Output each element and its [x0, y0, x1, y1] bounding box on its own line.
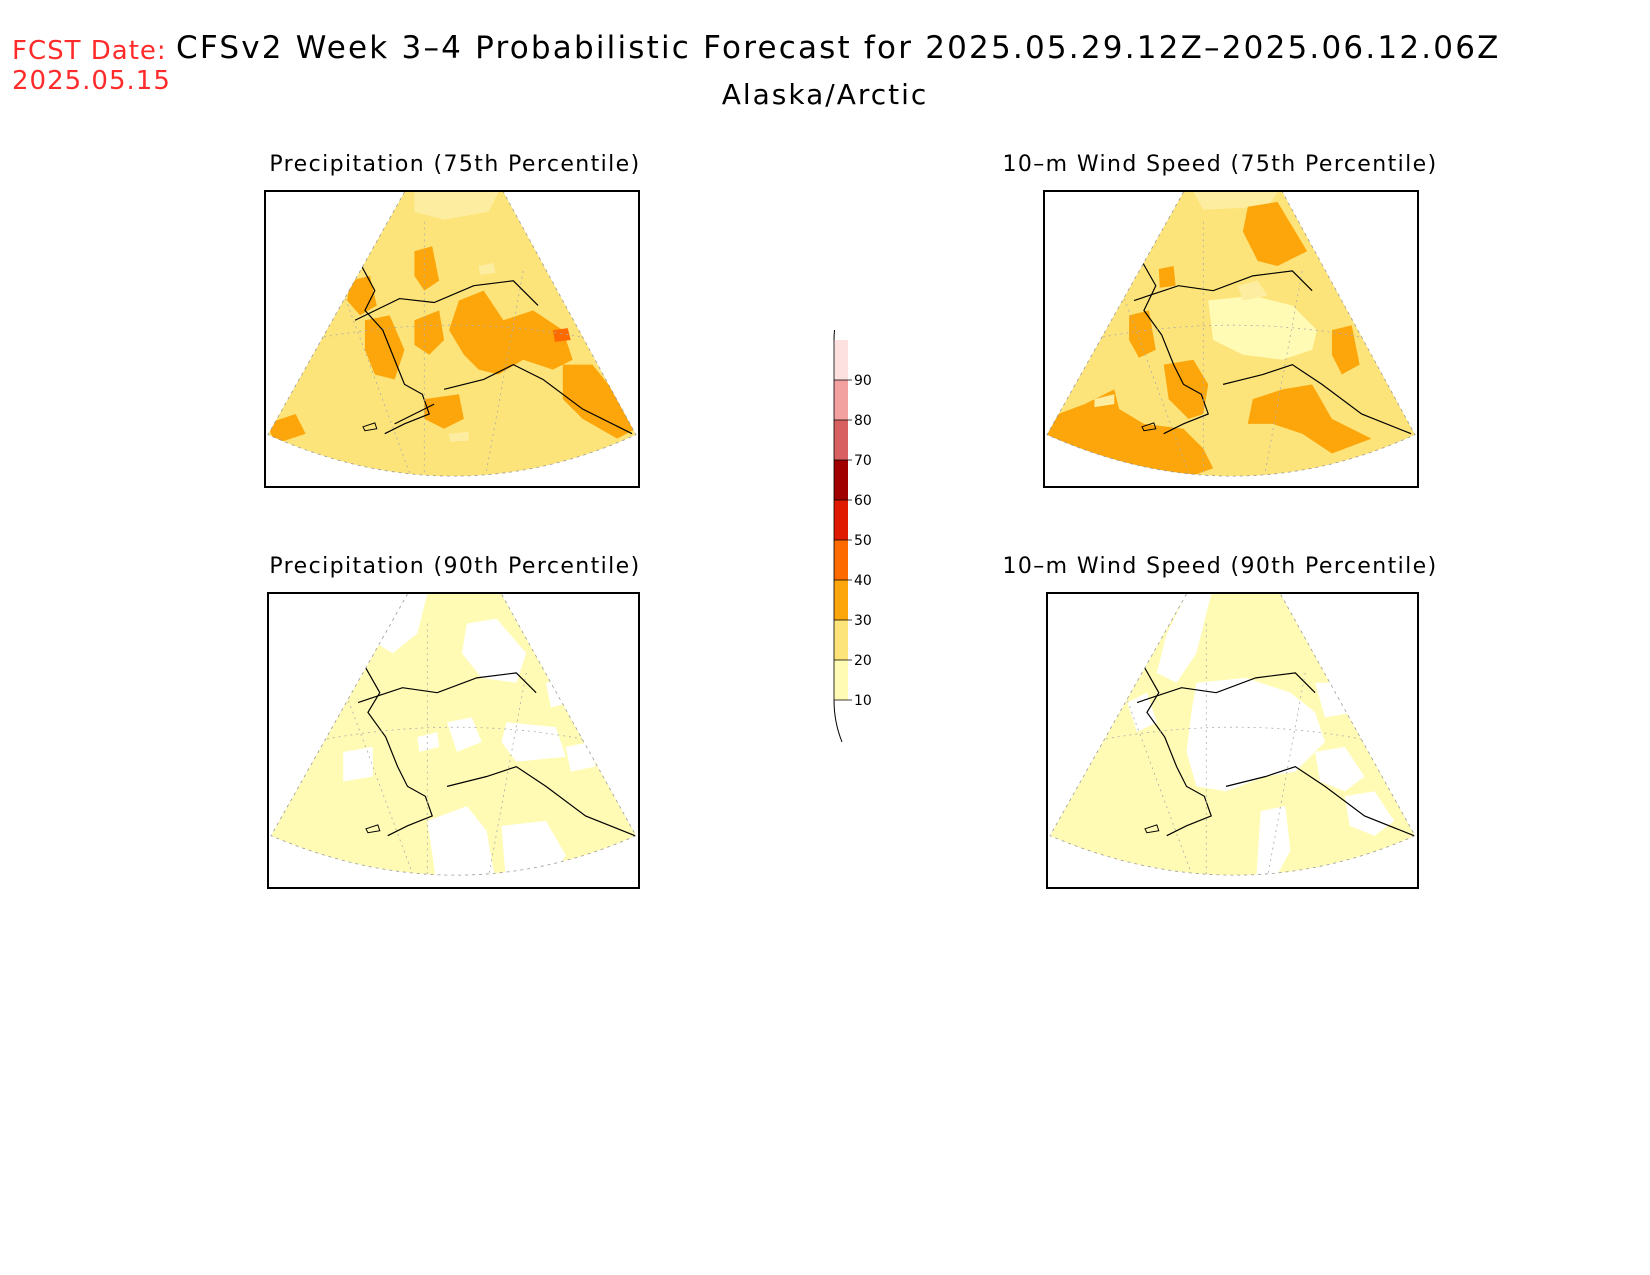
colorbar-svg: 10 20 30 40 50 60 70 80 90: [833, 301, 872, 743]
forecast-date-label: FCST Date: 2025.05.15: [12, 36, 171, 96]
colorbar-swatch: [834, 420, 848, 460]
fcst-date-prefix: FCST Date:: [12, 36, 167, 66]
colorbar-tick-label: 10: [854, 693, 872, 709]
main-title: CFSv2 Week 3–4 Probabilistic Forecast fo…: [176, 30, 1501, 66]
colorbar-tick-label: 60: [854, 493, 872, 509]
colorbar-swatch: [834, 340, 848, 380]
colorbar-legend: 10 20 30 40 50 60 70 80 90: [800, 301, 900, 750]
colorbar-tick-label: 70: [854, 453, 872, 469]
colorbar-bottom-tail: [833, 699, 843, 743]
colorbar-tick-label: 30: [854, 613, 872, 629]
map-wind-90: [1046, 592, 1419, 889]
map-wind-75: [1043, 190, 1419, 488]
colorbar-swatch: [834, 580, 848, 620]
colorbar-swatch: [834, 380, 848, 420]
colorbar-tick-label: 50: [854, 533, 872, 549]
colorbar-tick-label: 20: [854, 653, 872, 669]
colorbar-swatch: [834, 660, 848, 700]
panel-title-wind-90: 10–m Wind Speed (90th Percentile): [1002, 554, 1438, 579]
colorbar-swatch: [834, 460, 848, 500]
region-subtitle: Alaska/Arctic: [721, 78, 929, 111]
colorbar-tick-label: 80: [854, 413, 872, 429]
fcst-date-value: 2025.05.15: [12, 66, 171, 96]
panel-title-precip-75: Precipitation (75th Percentile): [269, 152, 641, 177]
map-precip-75: [264, 190, 640, 488]
colorbar-swatch: [834, 500, 848, 540]
colorbar-tick-label: 40: [854, 573, 872, 589]
map-precip-90: [267, 592, 640, 889]
colorbar-swatch: [834, 620, 848, 660]
panel-title-precip-90: Precipitation (90th Percentile): [269, 554, 641, 579]
panel-title-wind-75: 10–m Wind Speed (75th Percentile): [1002, 152, 1438, 177]
colorbar-tick-label: 90: [854, 373, 872, 389]
colorbar-top-tail: [833, 301, 843, 341]
colorbar-swatch: [834, 540, 848, 580]
